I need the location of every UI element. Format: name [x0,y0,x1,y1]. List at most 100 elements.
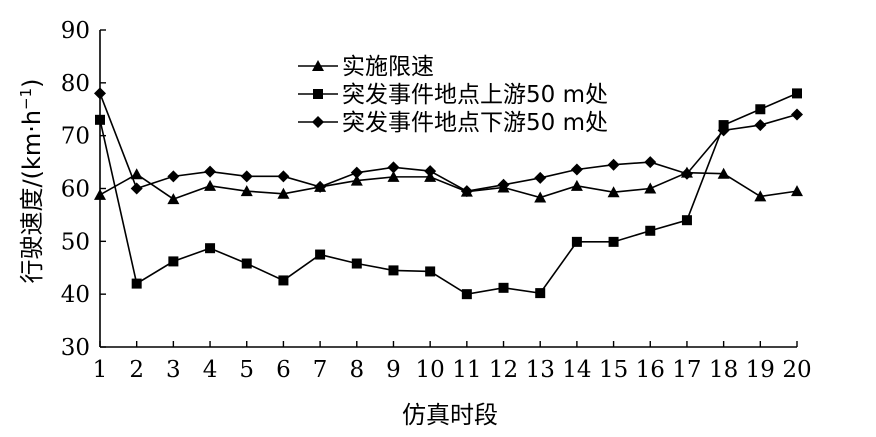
x-tick-label: 20 [782,357,811,383]
data-point-triangle [277,187,290,199]
data-point-diamond [644,156,657,169]
legend-entry: 实施限速 [298,54,434,80]
legend-label: 实施限速 [342,54,434,80]
x-tick-label: 12 [489,357,518,383]
y-tick-label: 30 [61,335,90,361]
data-point-square [278,275,289,286]
x-tick-label: 3 [166,357,181,383]
y-tick-label: 60 [61,177,90,203]
data-point-square [535,288,546,299]
x-tick-label: 10 [416,357,445,383]
x-tick-label: 14 [562,357,591,383]
data-point-diamond [277,170,290,183]
x-tick-label: 16 [636,357,665,383]
y-axis-title-superscript: −1 [17,88,35,110]
data-point-diamond [314,180,327,193]
data-point-square [388,265,399,276]
data-point-square [168,256,179,267]
x-tick-label: 1 [93,357,108,383]
data-point-diamond [534,171,547,184]
data-point-diamond [607,158,620,171]
y-tick-label: 90 [61,18,90,44]
y-tick-label: 80 [61,71,90,97]
data-point-diamond [387,161,400,174]
x-axis-title: 仿真时段 [402,401,498,429]
x-tick-label: 4 [203,357,218,383]
x-tick-label: 15 [599,357,628,383]
data-point-diamond [460,185,473,198]
series-diamond [94,87,803,198]
data-point-diamond [204,165,217,178]
data-point-triangle [607,186,620,198]
series-line [99,92,798,296]
data-point-square [645,225,656,236]
data-point-triangle [350,174,363,186]
data-point-triangle [791,185,803,197]
series-line [99,171,798,200]
x-tick-label: 17 [672,357,701,383]
data-point-square [425,266,436,277]
data-point-diamond [570,163,583,176]
y-axis-title-main: 行驶速度/(km·h [18,110,46,284]
legend-marker-diamond [312,116,324,128]
data-point-triangle [387,170,400,182]
y-axis-title-close: ) [18,78,46,87]
data-point-diamond [497,178,510,191]
x-tick-label: 9 [386,357,401,383]
data-point-triangle [204,179,217,191]
data-point-square [498,282,509,293]
x-tick-label: 6 [276,357,291,383]
x-tick-label: 8 [349,357,364,383]
legend-marker-triangle [312,60,324,71]
data-point-square [792,88,802,99]
data-point-triangle [167,193,180,205]
x-tick-label: 19 [746,357,775,383]
data-point-square [681,215,692,226]
data-point-diamond [240,170,253,183]
y-axis-title: 行驶速度/(km·h−1) [17,78,46,283]
data-point-diamond [791,108,803,121]
data-point-square [205,243,216,254]
data-point-diamond [754,119,767,132]
legend-marker-square [313,89,323,99]
legend-label: 突发事件地点下游50 m处 [342,110,608,136]
y-tick-label: 70 [61,124,90,150]
x-tick-label: 5 [239,357,254,383]
data-point-triangle [570,179,583,191]
data-point-square [755,104,766,115]
x-tick-label: 2 [129,357,144,383]
data-point-triangle [534,191,547,203]
data-point-triangle [644,182,657,194]
data-point-diamond [424,165,437,178]
data-point-square [351,258,362,269]
data-point-diamond [680,167,693,180]
data-point-triangle [130,168,143,180]
data-point-square [571,236,582,247]
data-point-diamond [130,182,143,195]
data-point-triangle [240,185,253,197]
legend-entry: 突发事件地点下游50 m处 [298,110,608,136]
data-point-triangle [717,167,730,179]
data-point-square [608,236,619,247]
series-line [99,93,798,192]
data-point-diamond [167,170,180,183]
plot-area [94,87,803,300]
data-point-diamond [350,166,363,179]
x-tick-label: 11 [452,357,481,383]
data-point-square [315,249,326,260]
data-point-square [131,278,142,289]
data-point-square [461,289,472,300]
x-tick-label: 13 [526,357,555,383]
series-square [95,88,802,300]
x-tick-label: 7 [313,357,328,383]
legend-entry: 突发事件地点上游50 m处 [298,82,608,108]
legend-label: 突发事件地点上游50 m处 [342,82,608,108]
x-tick-label: 18 [709,357,738,383]
data-point-square [241,258,252,269]
y-tick-label: 40 [61,282,90,308]
data-point-diamond [717,124,730,137]
y-tick-label: 50 [61,229,90,255]
